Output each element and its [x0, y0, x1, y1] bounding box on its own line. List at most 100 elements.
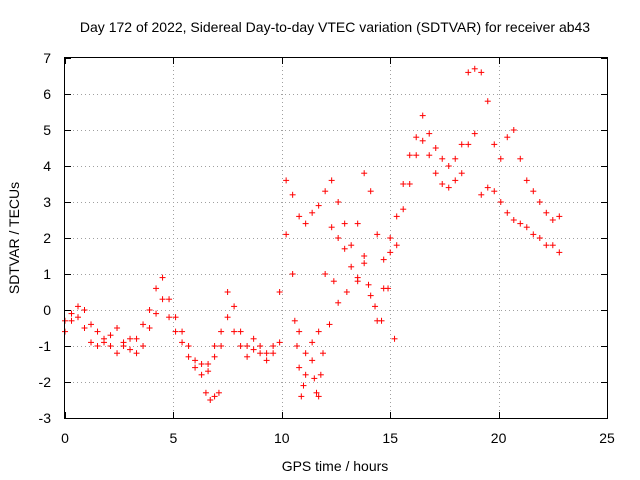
data-point — [413, 134, 420, 141]
data-point — [81, 325, 88, 331]
y-tick-label: 5 — [43, 122, 51, 138]
data-point — [291, 317, 298, 324]
data-point — [391, 335, 398, 342]
x-tick-label: 0 — [61, 430, 69, 446]
data-point — [393, 213, 400, 220]
data-point — [166, 314, 173, 321]
data-point — [133, 350, 140, 357]
data-point — [283, 231, 290, 238]
data-point — [211, 393, 218, 400]
x-tick-label: 15 — [382, 430, 398, 446]
data-point — [478, 191, 485, 198]
data-point — [387, 235, 394, 241]
data-point — [153, 285, 160, 292]
data-point — [341, 245, 348, 252]
data-point — [202, 389, 209, 396]
data-point — [317, 371, 324, 378]
data-point — [224, 289, 231, 295]
data-point — [465, 141, 472, 148]
data-point — [432, 145, 439, 151]
data-point — [530, 231, 537, 238]
data-point — [530, 188, 537, 195]
data-point — [198, 371, 205, 378]
data-point — [231, 328, 238, 335]
data-point — [159, 274, 166, 281]
data-point — [120, 343, 127, 349]
data-point — [354, 220, 361, 227]
data-point — [244, 353, 251, 360]
data-point — [244, 343, 251, 349]
data-point — [406, 152, 413, 159]
data-point — [75, 303, 82, 310]
data-point — [445, 184, 452, 191]
data-point — [361, 260, 368, 267]
data-point — [478, 69, 485, 76]
plot-frame — [64, 57, 608, 419]
data-point — [309, 209, 316, 216]
data-point — [289, 271, 296, 277]
data-point — [549, 242, 556, 249]
data-point — [452, 155, 459, 162]
data-point — [523, 224, 530, 231]
data-point — [458, 170, 465, 177]
data-point — [114, 350, 121, 357]
data-point — [484, 98, 491, 105]
data-point — [497, 199, 504, 205]
data-point — [315, 328, 322, 335]
data-point — [491, 188, 498, 195]
data-point — [68, 310, 75, 317]
y-tick-label: 4 — [43, 158, 51, 174]
y-axis-title: SDTVAR / TECUs — [6, 182, 22, 294]
data-point — [283, 177, 290, 184]
data-point — [192, 364, 199, 371]
data-point — [510, 217, 517, 223]
data-point — [439, 181, 446, 187]
data-point — [335, 199, 342, 205]
data-point — [556, 213, 563, 220]
data-point — [335, 235, 342, 241]
data-point — [322, 188, 329, 195]
y-tick-label: -2 — [39, 374, 52, 390]
data-point — [172, 314, 179, 321]
data-point — [348, 242, 355, 249]
data-point — [504, 209, 511, 216]
data-point — [543, 242, 550, 249]
data-point — [406, 181, 413, 187]
data-point — [263, 357, 270, 364]
data-point — [484, 184, 491, 191]
data-point — [419, 112, 426, 119]
data-point — [296, 328, 303, 335]
data-point — [413, 152, 420, 159]
data-point — [367, 188, 374, 195]
data-point — [68, 317, 75, 324]
y-tick-label: -1 — [39, 338, 52, 354]
data-point — [185, 343, 192, 349]
data-point — [536, 199, 543, 205]
data-points — [62, 65, 563, 403]
data-point — [374, 231, 381, 238]
data-point — [296, 213, 303, 220]
x-tick-label: 25 — [599, 430, 615, 446]
data-point — [140, 343, 147, 349]
data-point — [192, 357, 199, 364]
y-tick-label: 7 — [43, 50, 51, 66]
data-point — [491, 141, 498, 148]
data-point — [153, 310, 160, 317]
y-tick-label: 3 — [43, 194, 51, 210]
data-point — [302, 220, 309, 227]
y-tick-label: -3 — [39, 410, 52, 426]
data-point — [250, 335, 257, 342]
x-tick-label: 20 — [491, 430, 507, 446]
data-point — [293, 343, 300, 349]
data-point — [328, 224, 335, 231]
data-point — [205, 361, 212, 367]
x-tick-label: 10 — [274, 430, 290, 446]
data-point — [319, 350, 326, 357]
data-point — [298, 393, 305, 400]
data-point — [215, 389, 222, 396]
data-point — [302, 371, 309, 378]
data-point — [250, 346, 257, 353]
data-point — [159, 296, 166, 303]
data-point — [315, 202, 322, 209]
